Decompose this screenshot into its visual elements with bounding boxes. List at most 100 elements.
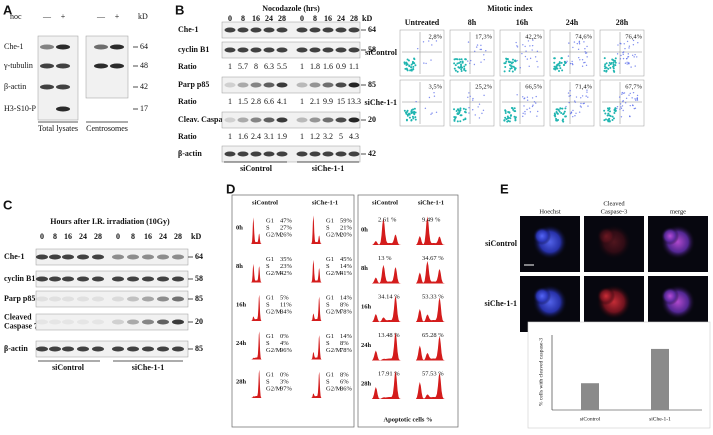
flow-dot bbox=[636, 56, 638, 58]
flow-dot bbox=[585, 95, 587, 97]
flow-dot bbox=[607, 112, 610, 115]
flow-dot bbox=[470, 59, 472, 62]
flow-dot bbox=[622, 92, 624, 95]
blot-band bbox=[250, 117, 262, 123]
blot-band bbox=[172, 346, 184, 352]
x-tick-label: siChe-1-1 bbox=[649, 416, 671, 422]
lane-label: 24 bbox=[265, 14, 273, 23]
flow-dot bbox=[413, 58, 416, 61]
ratio-value: 9.9 bbox=[323, 97, 333, 106]
mitotic-value: 17,3% bbox=[475, 33, 492, 40]
cell bbox=[597, 287, 615, 305]
flow-dot bbox=[423, 62, 425, 64]
apoptosis-value: 34.67 % bbox=[422, 255, 444, 262]
blot-band bbox=[110, 63, 124, 69]
treatment-label: Hours after I.R. irradiation (10Gy) bbox=[50, 217, 170, 226]
phase-label: G2/M bbox=[326, 347, 342, 354]
kd-label: 42 bbox=[368, 149, 376, 158]
flow-dot bbox=[628, 47, 630, 49]
phase-label: G1 bbox=[266, 333, 274, 340]
flow-dot bbox=[468, 92, 470, 94]
flow-dot bbox=[513, 115, 516, 118]
flow-dot bbox=[522, 44, 524, 46]
blot-band bbox=[296, 47, 308, 53]
flow-dot bbox=[620, 54, 622, 57]
blot-band bbox=[237, 117, 249, 123]
blot-band bbox=[77, 319, 89, 325]
mitotic-value: 74,6% bbox=[575, 33, 592, 40]
flow-dot bbox=[616, 53, 619, 55]
flow-dot bbox=[612, 63, 615, 66]
phase-label: G2/M bbox=[326, 231, 342, 238]
flow-plot bbox=[449, 29, 495, 77]
phase-value: 5% bbox=[280, 294, 289, 301]
flow-dot bbox=[519, 67, 521, 69]
flow-dot bbox=[584, 48, 586, 50]
chart-frame bbox=[527, 321, 711, 429]
column-label: Caspase-3 bbox=[601, 208, 628, 215]
flow-dot bbox=[528, 65, 530, 67]
blot-band bbox=[36, 254, 48, 260]
flow-dot bbox=[612, 117, 615, 120]
blot-band bbox=[92, 319, 104, 325]
flow-dot bbox=[583, 41, 585, 43]
flow-dot bbox=[417, 47, 419, 50]
phase-value: 8% bbox=[340, 340, 349, 347]
flow-dot bbox=[516, 46, 519, 48]
blot-band bbox=[296, 82, 308, 88]
flow-dot bbox=[636, 98, 638, 100]
flow-dot bbox=[611, 115, 614, 118]
blot-band bbox=[335, 27, 347, 33]
flow-dot bbox=[455, 110, 458, 113]
flow-dot bbox=[405, 118, 408, 121]
flow-dot bbox=[619, 103, 622, 105]
flow-dot bbox=[513, 107, 516, 110]
flow-dot bbox=[621, 91, 623, 94]
flow-dot bbox=[579, 105, 582, 107]
flow-dot bbox=[460, 63, 463, 66]
flow-dot bbox=[410, 110, 413, 113]
kd-unit: kD bbox=[362, 14, 372, 23]
blot-band bbox=[309, 47, 321, 53]
flow-dot bbox=[586, 56, 588, 58]
flow-dot bbox=[503, 70, 506, 73]
blot-band bbox=[142, 254, 154, 260]
blot-band bbox=[322, 47, 334, 53]
flow-dot bbox=[485, 50, 487, 52]
histogram bbox=[248, 217, 266, 244]
flow-dot bbox=[472, 99, 474, 101]
flow-dot bbox=[573, 100, 576, 102]
flow-dot bbox=[522, 96, 524, 98]
group-label: siControl bbox=[240, 164, 273, 173]
histogram bbox=[416, 336, 454, 361]
blot-band bbox=[49, 296, 61, 302]
blot-band bbox=[237, 27, 249, 33]
histogram bbox=[248, 369, 266, 398]
flow-dot bbox=[633, 56, 635, 58]
flow-dot bbox=[578, 43, 581, 45]
apoptosis-value: 13 % bbox=[378, 255, 392, 262]
phase-value: 21% bbox=[340, 224, 353, 231]
flow-plot bbox=[549, 79, 595, 127]
phase-value: 42% bbox=[280, 270, 293, 277]
flow-dot bbox=[405, 62, 408, 65]
flow-dot bbox=[430, 59, 432, 61]
panel-letter: B bbox=[175, 2, 184, 17]
cell bbox=[533, 287, 551, 305]
flow-dot bbox=[565, 105, 567, 108]
flow-dot bbox=[569, 90, 571, 92]
flow-dot bbox=[612, 69, 615, 72]
lane-label: 28 bbox=[174, 232, 182, 241]
flow-dot bbox=[404, 67, 407, 70]
blot-band bbox=[250, 27, 262, 33]
blot-band bbox=[94, 63, 108, 69]
phase-label: G2/M bbox=[326, 308, 342, 315]
flow-dot bbox=[504, 110, 507, 113]
blot-band bbox=[77, 296, 89, 302]
flow-dot bbox=[428, 40, 430, 42]
flow-dot bbox=[405, 64, 408, 67]
blot-band bbox=[127, 276, 139, 282]
phase-label: G2/M bbox=[266, 308, 282, 315]
flow-dot bbox=[564, 115, 567, 118]
flow-dot bbox=[504, 116, 507, 119]
